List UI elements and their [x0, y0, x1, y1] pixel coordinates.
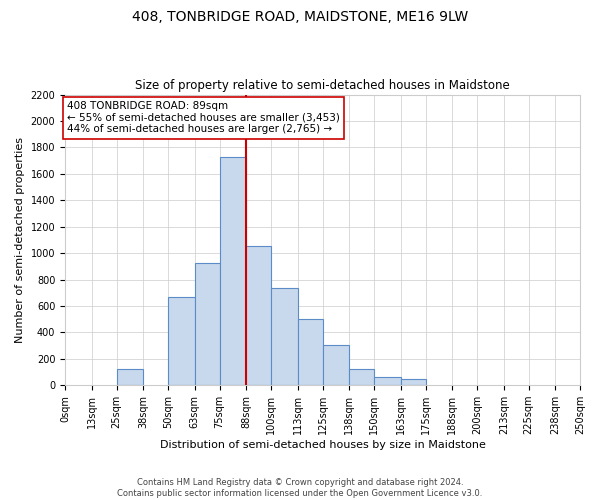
- Bar: [220, 156, 246, 385]
- Bar: [116, 370, 143, 385]
- Text: 408, TONBRIDGE ROAD, MAIDSTONE, ME16 9LW: 408, TONBRIDGE ROAD, MAIDSTONE, ME16 9LW: [132, 10, 468, 24]
- X-axis label: Distribution of semi-detached houses by size in Maidstone: Distribution of semi-detached houses by …: [160, 440, 485, 450]
- Y-axis label: Number of semi-detached properties: Number of semi-detached properties: [15, 137, 25, 343]
- Text: 408 TONBRIDGE ROAD: 89sqm
← 55% of semi-detached houses are smaller (3,453)
44% : 408 TONBRIDGE ROAD: 89sqm ← 55% of semi-…: [67, 101, 340, 134]
- Bar: [323, 345, 349, 385]
- Bar: [271, 288, 298, 385]
- Text: Contains HM Land Registry data © Crown copyright and database right 2024.
Contai: Contains HM Land Registry data © Crown c…: [118, 478, 482, 498]
- Bar: [168, 298, 195, 385]
- Bar: [195, 263, 220, 385]
- Bar: [374, 376, 401, 385]
- Bar: [246, 246, 271, 385]
- Bar: [298, 319, 323, 385]
- Title: Size of property relative to semi-detached houses in Maidstone: Size of property relative to semi-detach…: [135, 79, 510, 92]
- Bar: [349, 370, 374, 385]
- Bar: [401, 380, 425, 385]
